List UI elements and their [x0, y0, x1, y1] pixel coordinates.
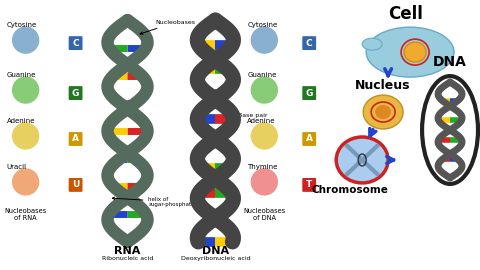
Ellipse shape — [363, 95, 403, 129]
Text: RNA: RNA — [114, 246, 141, 256]
FancyBboxPatch shape — [68, 86, 83, 100]
FancyBboxPatch shape — [68, 131, 83, 147]
Text: Deoxyribonucleic acid: Deoxyribonucleic acid — [180, 256, 250, 261]
Text: G: G — [72, 89, 79, 97]
Text: Nucleobases
of RNA: Nucleobases of RNA — [4, 208, 47, 221]
Ellipse shape — [404, 42, 426, 62]
Text: A: A — [72, 134, 79, 143]
Text: Chromosome: Chromosome — [312, 185, 389, 195]
Text: C: C — [306, 39, 312, 48]
Text: DNA: DNA — [433, 55, 467, 69]
Ellipse shape — [366, 27, 454, 77]
Text: Uracil: Uracil — [7, 164, 27, 170]
Text: Guanine: Guanine — [7, 72, 36, 78]
Ellipse shape — [375, 105, 391, 119]
Circle shape — [12, 77, 38, 103]
FancyBboxPatch shape — [302, 131, 317, 147]
Text: Base pair: Base pair — [226, 113, 268, 119]
Text: Cytosine: Cytosine — [247, 22, 277, 28]
FancyBboxPatch shape — [302, 177, 317, 193]
FancyBboxPatch shape — [68, 36, 83, 50]
Text: Cytosine: Cytosine — [7, 22, 37, 28]
Circle shape — [252, 27, 277, 53]
Text: Adenine: Adenine — [247, 118, 276, 124]
Text: Nucleus: Nucleus — [355, 79, 411, 92]
Text: Guanine: Guanine — [247, 72, 276, 78]
Text: Adenine: Adenine — [7, 118, 35, 124]
Circle shape — [252, 169, 277, 195]
Circle shape — [12, 123, 38, 149]
FancyBboxPatch shape — [68, 177, 83, 193]
Ellipse shape — [362, 38, 382, 50]
Text: Ribonucleic acid: Ribonucleic acid — [102, 256, 153, 261]
FancyBboxPatch shape — [302, 36, 317, 50]
Text: T: T — [306, 180, 312, 190]
Text: Nucleobases: Nucleobases — [140, 20, 195, 34]
Circle shape — [252, 77, 277, 103]
Ellipse shape — [422, 76, 478, 184]
Text: A: A — [306, 134, 313, 143]
Text: C: C — [72, 39, 79, 48]
Text: Cell: Cell — [388, 5, 422, 23]
Circle shape — [12, 27, 38, 53]
Ellipse shape — [336, 137, 388, 183]
Circle shape — [12, 169, 38, 195]
Text: helix of
sugar-phosphates: helix of sugar-phosphates — [112, 197, 198, 207]
Text: Nucleobases
of DNA: Nucleobases of DNA — [243, 208, 286, 221]
Text: DNA: DNA — [202, 246, 229, 256]
Text: U: U — [72, 180, 79, 190]
Text: Thymine: Thymine — [247, 164, 278, 170]
Circle shape — [252, 123, 277, 149]
Text: G: G — [306, 89, 313, 97]
FancyBboxPatch shape — [302, 86, 317, 100]
